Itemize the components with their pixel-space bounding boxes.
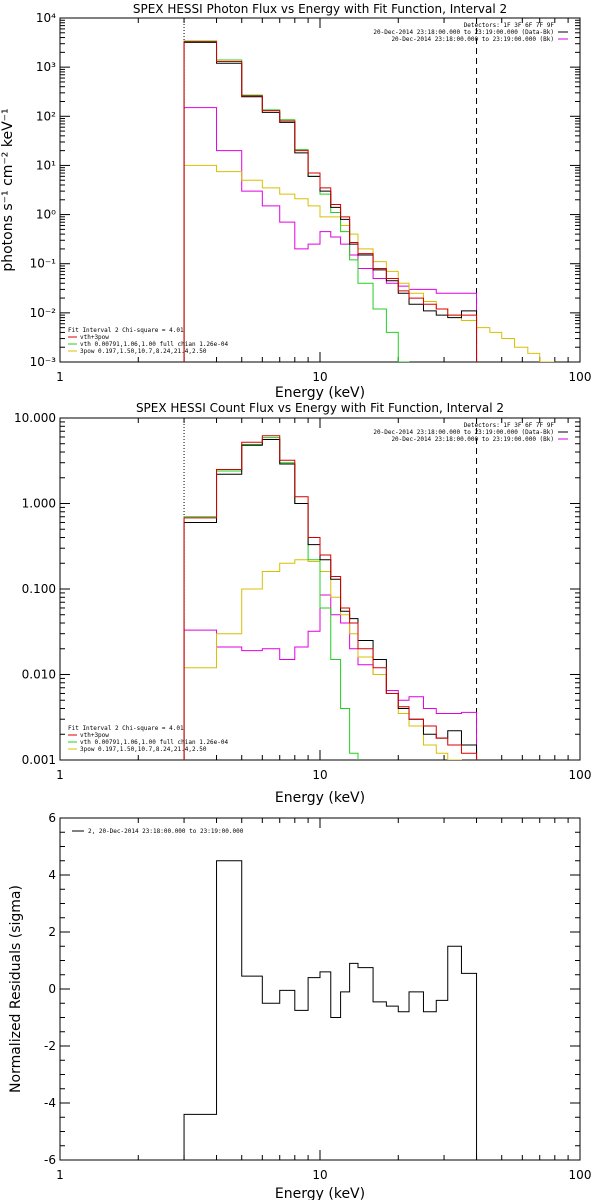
header-line: Detectors: 1F 3F 6F 7F 9F — [464, 22, 555, 29]
y-tick-label: 10⁻³ — [30, 355, 57, 369]
series-line-4 — [183, 559, 478, 760]
y-tick-label: 10¹ — [36, 158, 56, 172]
y-tick-label: 10⁰ — [36, 208, 56, 222]
x-axis-label: Energy (keV) — [275, 790, 365, 806]
plot-frame — [59, 817, 581, 1161]
y-tick-label: 6 — [48, 811, 56, 825]
series-line-1 — [183, 435, 478, 760]
chart-title: SPEX HESSI Photon Flux vs Energy with Fi… — [133, 2, 507, 16]
x-tick-label: 10 — [312, 768, 327, 782]
x-tick-label: 100 — [569, 1168, 592, 1182]
y-tick-label: 10.000 — [14, 411, 56, 425]
chart-panel-1: SPEX HESSI Photon Flux vs Energy with Fi… — [0, 2, 592, 401]
legend-item: vth+3pow — [80, 334, 109, 341]
y-tick-label: 2 — [48, 925, 56, 939]
y-tick-label: 0.100 — [22, 582, 56, 596]
y-axis-label: Normalized Residuals (sigma) — [8, 885, 24, 1093]
y-tick-label: 4 — [48, 868, 56, 882]
x-tick-label: 10 — [312, 370, 327, 384]
chart-panel-3: 1 10 100 Energy (keV) -6 -4 -2 0 2 4 6 Normalized R… — [8, 811, 591, 1200]
legend-title: Fit Interval 2 Chi-square = 4.01 — [68, 725, 184, 732]
x-tick-label: 100 — [569, 768, 592, 782]
legend-item: 3pow 0.197,1.50,10.7,8.24,21.4,2.50 — [80, 746, 207, 753]
chart-title: SPEX HESSI Count Flux vs Energy with Fit… — [136, 401, 504, 415]
y-tick-label: 10³ — [36, 60, 56, 74]
x-tick-label: 1 — [56, 1168, 64, 1182]
y-axis-label: photons s⁻¹ cm⁻² keV⁻¹ — [0, 108, 16, 271]
x-tick-label: 100 — [569, 370, 592, 384]
y-tick-label: 10⁴ — [36, 11, 56, 25]
y-tick-label: 0.001 — [22, 753, 56, 767]
header-line: 20-Dec-2014 23:18:00.000 to 23:19:00.000… — [391, 36, 554, 43]
legend-item: 3pow 0.197,1.50,10.7,8.24,21.4,2.50 — [80, 348, 207, 355]
legend-item: 2, 20-Dec-2014 23:18:00.000 to 23:19:00.… — [88, 828, 244, 835]
y-tick-label: -2 — [44, 1039, 56, 1053]
x-tick-label: 1 — [56, 768, 64, 782]
header-line: Detectors: 1F 3F 6F 7F 9F — [464, 422, 555, 429]
y-tick-label: 0 — [48, 982, 56, 996]
series-line-0 — [183, 860, 478, 1160]
chart-panel-2: SPEX HESSI Count Flux vs Energy with Fit… — [14, 401, 592, 806]
header-line: 20-Dec-2014 23:18:00.000 to 23:19:00.000… — [391, 436, 554, 443]
y-tick-label: 10⁻¹ — [30, 257, 57, 271]
series-line-4 — [183, 164, 555, 362]
series-line-2 — [183, 40, 478, 362]
y-tick-label: 1.000 — [22, 497, 56, 511]
series-line-3 — [183, 107, 478, 362]
legend-item: vth 0.00791,1.06,1.00 full chian 1.26e-0… — [80, 739, 228, 746]
x-axis-label: Energy (keV) — [275, 385, 365, 401]
header-line: 20-Dec-2014 23:18:00.000 to 23:19:00.000… — [373, 29, 554, 36]
x-axis-label: Energy (keV) — [275, 1186, 365, 1200]
series-line-1 — [183, 41, 478, 362]
legend-item: vth 0.00791,1.06,1.00 full chian 1.26e-0… — [80, 341, 228, 348]
y-tick-label: 10⁻² — [30, 306, 57, 320]
y-tick-label: -4 — [44, 1096, 56, 1110]
y-tick-label: 10² — [36, 109, 56, 123]
x-tick-label: 10 — [312, 1168, 327, 1182]
legend-item: vth+3pow — [80, 732, 109, 739]
header-line: 20-Dec-2014 23:18:00.000 to 23:19:00.000… — [373, 429, 554, 436]
legend-title: Fit Interval 2 Chi-square = 4.01 — [68, 327, 184, 334]
x-tick-label: 1 — [56, 370, 64, 384]
y-tick-label: -6 — [44, 1153, 56, 1167]
series-line-2 — [183, 437, 478, 760]
y-tick-label: 0.010 — [22, 668, 56, 682]
